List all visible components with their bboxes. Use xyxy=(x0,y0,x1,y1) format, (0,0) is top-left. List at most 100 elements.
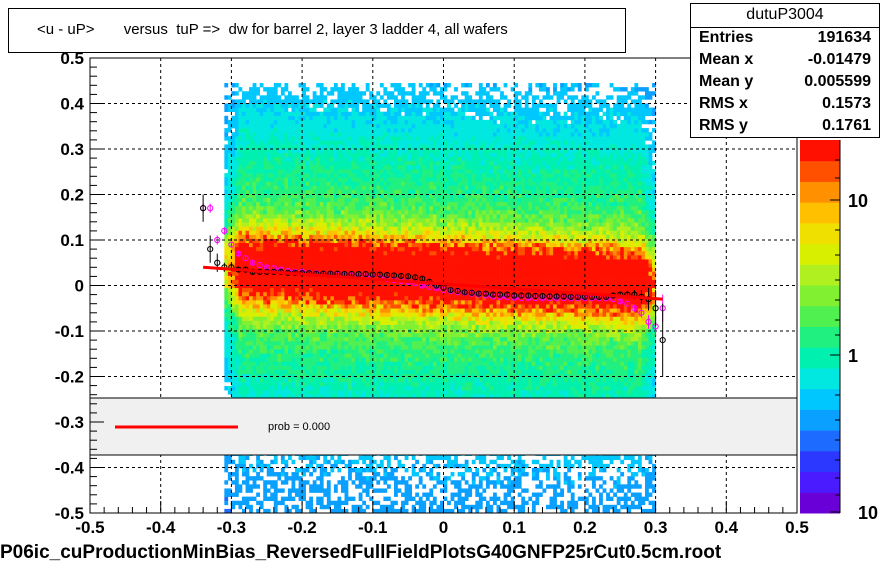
heatmap-cell xyxy=(263,103,268,108)
heatmap-cell xyxy=(365,201,370,207)
heatmap-cell xyxy=(369,156,374,162)
heatmap-cell xyxy=(270,238,275,244)
heatmap-cell xyxy=(224,259,229,264)
heatmap-cell xyxy=(330,242,335,248)
heatmap-cell xyxy=(249,332,253,338)
heatmap-cell xyxy=(404,308,409,313)
heatmap-cell xyxy=(238,107,243,112)
heatmap-cell xyxy=(245,484,250,489)
heatmap-cell xyxy=(309,197,314,203)
heatmap-cell xyxy=(245,234,250,239)
heatmap-cell xyxy=(386,234,391,239)
heatmap-cell xyxy=(252,91,257,96)
heatmap-cell xyxy=(273,316,278,321)
heatmap-cell xyxy=(337,242,342,248)
heatmap-cell xyxy=(337,177,342,182)
heatmap-cell xyxy=(259,242,264,248)
heatmap-cell xyxy=(372,361,377,366)
heatmap-cell xyxy=(224,185,229,190)
heatmap-cell xyxy=(362,250,367,256)
heatmap-cell xyxy=(259,140,264,145)
heatmap-cell xyxy=(287,205,292,211)
heatmap-cell xyxy=(337,95,342,100)
heatmap-cell xyxy=(365,177,370,182)
heatmap-cell xyxy=(263,381,268,387)
heatmap-cell xyxy=(252,386,257,391)
heatmap-cell xyxy=(369,189,374,194)
heatmap-cell xyxy=(397,312,402,317)
heatmap-cell xyxy=(340,144,345,149)
heatmap-cell xyxy=(351,259,356,264)
heatmap-cell xyxy=(298,320,303,325)
heatmap-cell xyxy=(291,312,296,317)
heatmap-cell xyxy=(259,316,264,321)
heatmap-cell xyxy=(227,181,232,186)
heatmap-cell xyxy=(252,365,257,370)
heatmap-cell xyxy=(242,394,246,399)
heatmap-cell xyxy=(234,349,239,354)
heatmap-cell xyxy=(263,357,268,362)
heatmap-cell xyxy=(358,259,363,264)
heatmap-cell xyxy=(252,87,257,92)
heatmap-cell xyxy=(401,209,405,215)
heatmap-cell xyxy=(344,99,349,104)
heatmap-cell xyxy=(337,156,342,162)
heatmap-cell xyxy=(224,373,229,379)
heatmap-cell xyxy=(266,283,271,289)
heatmap-cell xyxy=(245,91,250,96)
heatmap-cell xyxy=(408,320,412,325)
heatmap-cell xyxy=(340,488,345,493)
heatmap-cell xyxy=(295,341,299,346)
heatmap-cell xyxy=(256,255,260,260)
heatmap-cell xyxy=(252,353,257,358)
heatmap-cell xyxy=(404,390,409,395)
heatmap-cell xyxy=(344,148,349,153)
heatmap-cell xyxy=(266,177,271,182)
heatmap-cell xyxy=(383,287,388,293)
heatmap-cell xyxy=(309,463,314,469)
heatmap-cell xyxy=(333,197,338,203)
heatmap-cell xyxy=(295,336,299,342)
heatmap-cell xyxy=(348,386,352,391)
heatmap-cell xyxy=(397,214,402,219)
heatmap-cell xyxy=(351,242,356,248)
heatmap-cell xyxy=(316,463,321,469)
heatmap-cell xyxy=(326,218,331,223)
heatmap-cell xyxy=(386,201,391,207)
heatmap-cell xyxy=(379,111,384,117)
heatmap-cell xyxy=(344,508,349,513)
heatmap-cell xyxy=(326,373,331,379)
heatmap-cell xyxy=(270,369,275,375)
heatmap-cell xyxy=(263,181,268,186)
heatmap-cell xyxy=(256,369,260,375)
heatmap-cell xyxy=(312,267,317,272)
heatmap-cell xyxy=(249,132,253,137)
heatmap-cell xyxy=(386,103,391,108)
heatmap-cell xyxy=(252,95,257,100)
heatmap-cell xyxy=(234,246,239,252)
heatmap-cell xyxy=(280,496,285,502)
heatmap-cell xyxy=(224,132,229,137)
heatmap-cell xyxy=(242,209,246,215)
heatmap-cell xyxy=(227,312,232,317)
heatmap-cell xyxy=(362,365,367,370)
heatmap-cell xyxy=(245,160,250,166)
heatmap-cell xyxy=(263,394,268,399)
heatmap-cell xyxy=(379,136,384,141)
heatmap-cell xyxy=(252,242,257,248)
heatmap-cell xyxy=(340,500,345,506)
heatmap-cell xyxy=(309,230,314,235)
heatmap-cell xyxy=(369,205,374,211)
heatmap-cell xyxy=(362,332,367,338)
heatmap-cell xyxy=(277,111,282,117)
heatmap-cell xyxy=(408,193,412,198)
heatmap-cell xyxy=(302,197,306,203)
heatmap-cell xyxy=(397,128,402,133)
heatmap-cell xyxy=(256,394,260,399)
heatmap-cell xyxy=(302,209,306,215)
heatmap-cell xyxy=(379,476,384,481)
heatmap-cell xyxy=(344,119,349,125)
heatmap-cell xyxy=(302,193,306,198)
heatmap-cell xyxy=(231,308,236,313)
heatmap-cell xyxy=(408,336,412,342)
